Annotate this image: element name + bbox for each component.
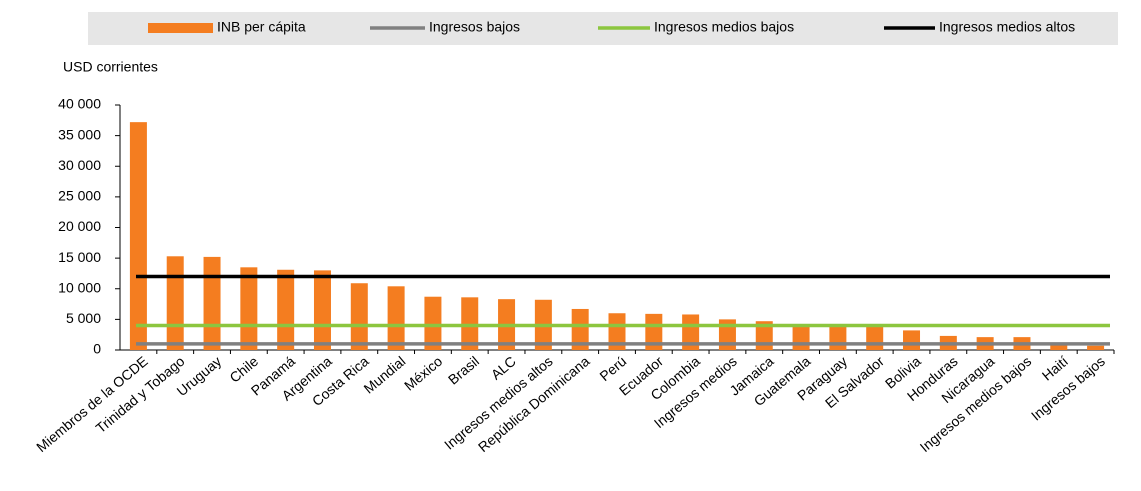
y-tick-label: 15 000 <box>58 249 101 265</box>
bar <box>608 313 626 350</box>
y-axis-label: USD corrientes <box>63 59 158 75</box>
bar <box>129 122 147 351</box>
bar <box>829 326 847 350</box>
y-tick-label: 35 000 <box>58 126 101 142</box>
bar <box>645 313 663 350</box>
legend-label: INB per cápita <box>217 19 306 35</box>
bar <box>203 256 221 350</box>
bar <box>866 326 884 350</box>
bar <box>792 326 810 350</box>
y-tick-label: 5 000 <box>66 310 101 326</box>
x-tick-label: Brasil <box>445 353 482 388</box>
bar <box>277 269 295 350</box>
bar <box>166 256 184 350</box>
bar <box>1050 345 1068 350</box>
legend-label: Ingresos medios altos <box>939 19 1075 35</box>
x-tick-label: Mundial <box>361 353 409 397</box>
bar <box>350 283 368 350</box>
bar <box>682 314 700 350</box>
bar <box>1087 345 1105 350</box>
y-tick-label: 20 000 <box>58 218 101 234</box>
y-tick-label: 25 000 <box>58 188 101 204</box>
bar <box>571 308 589 350</box>
bar <box>313 270 331 350</box>
legend-label: Ingresos medios bajos <box>654 19 794 35</box>
y-tick-label: 10 000 <box>58 279 101 295</box>
legend-swatch <box>148 23 213 33</box>
y-tick-label: 0 <box>93 341 101 357</box>
bar <box>424 296 442 350</box>
bar <box>387 286 405 350</box>
y-tick-label: 30 000 <box>58 157 101 173</box>
bar <box>240 267 258 350</box>
bar <box>461 297 479 350</box>
y-tick-label: 40 000 <box>58 96 101 112</box>
x-tick-label: México <box>401 353 445 394</box>
bar <box>903 330 921 350</box>
legend-label: Ingresos bajos <box>429 19 520 35</box>
